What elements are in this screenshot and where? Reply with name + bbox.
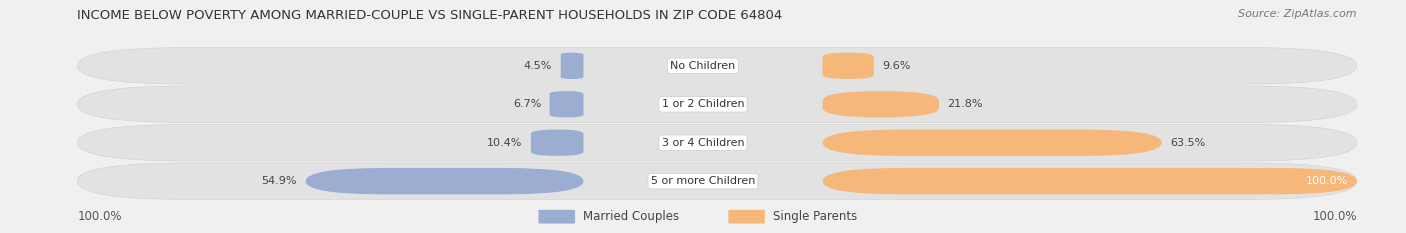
FancyBboxPatch shape [77,124,1357,161]
FancyBboxPatch shape [531,130,583,156]
FancyBboxPatch shape [77,86,1357,123]
Text: 54.9%: 54.9% [262,176,297,186]
Text: 4.5%: 4.5% [524,61,553,71]
Text: 6.7%: 6.7% [513,99,541,109]
Text: 100.0%: 100.0% [1306,176,1348,186]
FancyBboxPatch shape [538,210,575,224]
Text: Single Parents: Single Parents [773,210,858,223]
FancyBboxPatch shape [823,91,939,117]
Text: Source: ZipAtlas.com: Source: ZipAtlas.com [1239,9,1357,19]
FancyBboxPatch shape [561,53,583,79]
FancyBboxPatch shape [77,163,1357,199]
Text: 3 or 4 Children: 3 or 4 Children [662,138,744,148]
Text: 10.4%: 10.4% [486,138,523,148]
Text: 21.8%: 21.8% [948,99,983,109]
FancyBboxPatch shape [728,210,765,224]
FancyBboxPatch shape [823,130,1161,156]
Text: 1 or 2 Children: 1 or 2 Children [662,99,744,109]
FancyBboxPatch shape [77,48,1357,84]
Text: 5 or more Children: 5 or more Children [651,176,755,186]
Text: 100.0%: 100.0% [1312,210,1357,223]
Text: 100.0%: 100.0% [77,210,122,223]
Text: Married Couples: Married Couples [583,210,679,223]
FancyBboxPatch shape [823,53,873,79]
Text: INCOME BELOW POVERTY AMONG MARRIED-COUPLE VS SINGLE-PARENT HOUSEHOLDS IN ZIP COD: INCOME BELOW POVERTY AMONG MARRIED-COUPL… [77,9,783,22]
FancyBboxPatch shape [823,168,1357,194]
Text: 63.5%: 63.5% [1170,138,1205,148]
Text: 9.6%: 9.6% [882,61,911,71]
Text: No Children: No Children [671,61,735,71]
FancyBboxPatch shape [550,91,583,117]
FancyBboxPatch shape [305,168,583,194]
